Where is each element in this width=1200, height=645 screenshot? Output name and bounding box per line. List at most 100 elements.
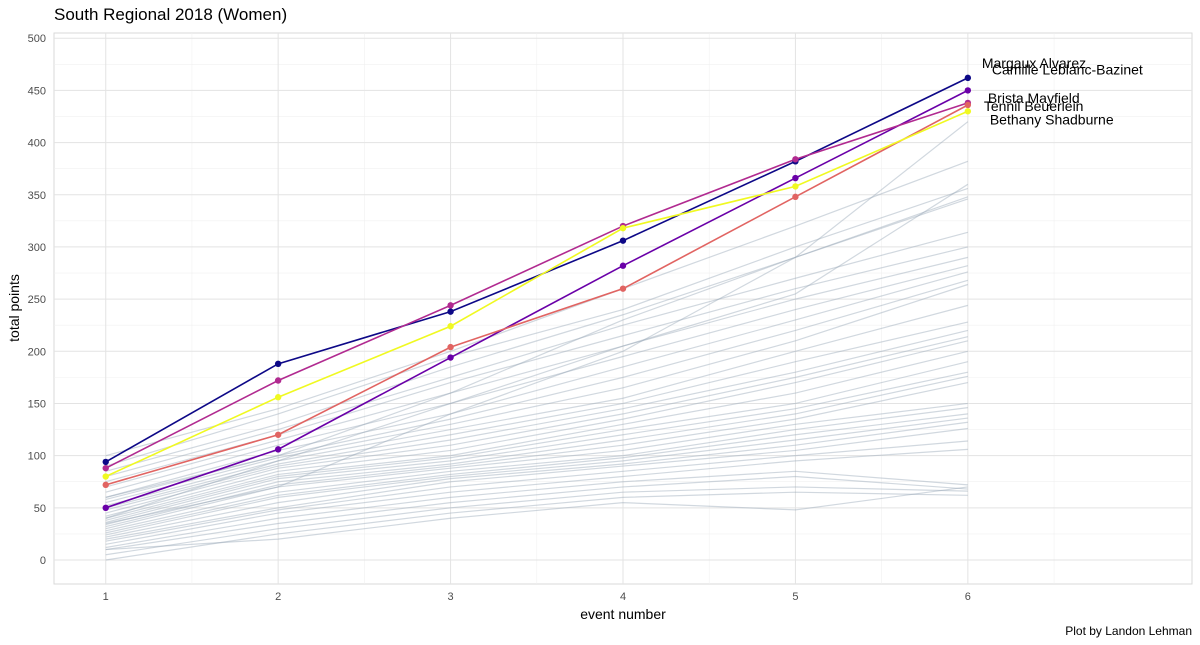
background-series-line	[105, 183, 969, 519]
x-axis-label: event number	[580, 606, 666, 622]
series-point	[792, 193, 799, 201]
background-series-line	[105, 486, 968, 556]
series-name-label: Brista Mayfield	[988, 90, 1080, 106]
x-tick-label: 6	[965, 591, 971, 603]
series-point	[447, 302, 454, 309]
series-point	[447, 308, 454, 315]
series-line	[105, 110, 969, 478]
series-point	[274, 446, 282, 453]
y-tick-label: 150	[28, 398, 46, 410]
background-series-line	[105, 413, 968, 534]
background-series-line	[105, 470, 968, 549]
y-tick-label: 400	[28, 138, 46, 150]
background-series-line	[105, 321, 968, 509]
background-series-line	[105, 486, 968, 551]
series-point	[792, 174, 799, 182]
background-series-line	[105, 427, 968, 540]
background-series-line	[105, 329, 968, 511]
background-series-line	[105, 407, 968, 532]
series-line	[105, 102, 969, 469]
background-series-line	[105, 283, 969, 504]
background-series-line	[105, 304, 969, 507]
background-series-line	[105, 421, 968, 538]
series-line	[105, 77, 969, 463]
background-series-line	[105, 198, 969, 472]
series-point	[447, 323, 454, 330]
x-tick-label: 3	[448, 591, 454, 603]
series-point	[792, 156, 799, 163]
background-series-line	[105, 265, 968, 493]
background-series-line	[105, 121, 969, 498]
y-tick-label: 100	[28, 451, 46, 463]
series-point	[964, 108, 972, 115]
background-series-line	[105, 271, 969, 498]
series-name-label: Tennil Beuerlein	[984, 98, 1084, 114]
series-point	[274, 431, 282, 438]
highlighted-series-lines	[105, 77, 969, 509]
y-tick-label: 0	[40, 555, 46, 567]
series-point	[964, 74, 972, 82]
background-series-line	[105, 382, 968, 528]
series-point	[102, 504, 109, 512]
background-series-line	[105, 361, 968, 521]
background-series-line	[105, 279, 969, 501]
background-series-line	[105, 187, 969, 467]
background-series-line	[105, 402, 968, 530]
y-axis-label: total points	[6, 274, 22, 342]
y-tick-label: 500	[28, 33, 46, 45]
background-series-line	[105, 375, 968, 526]
series-point	[102, 458, 109, 466]
background-series-line	[105, 371, 968, 524]
background-series-lines	[105, 121, 969, 561]
y-axis-ticks: 0 50 100 150 200 250 300 350 400 450 500	[28, 33, 46, 567]
highlighted-series-points	[102, 74, 972, 512]
series-point	[102, 473, 109, 480]
series-point	[102, 481, 109, 489]
x-tick-label: 2	[275, 591, 281, 603]
series-point	[619, 285, 627, 292]
background-series-line	[105, 448, 968, 545]
background-series-line	[105, 160, 969, 457]
background-series-line	[105, 336, 968, 514]
background-series-line	[105, 475, 968, 551]
series-point	[619, 262, 627, 269]
x-tick-label: 5	[792, 591, 798, 603]
series-point	[964, 87, 972, 94]
background-series-line	[105, 440, 968, 542]
series-point	[619, 224, 627, 232]
series-point	[792, 183, 799, 190]
series-point	[102, 464, 109, 472]
background-series-line	[105, 256, 968, 488]
major-grid	[54, 33, 1192, 584]
background-series-line	[105, 340, 968, 517]
background-series-line	[105, 350, 968, 519]
background-series-line	[105, 196, 969, 525]
x-axis-ticks: 1 2 3 4 5 6	[103, 591, 971, 603]
y-tick-label: 350	[28, 190, 46, 202]
y-tick-label: 200	[28, 346, 46, 358]
y-tick-label: 300	[28, 242, 46, 254]
y-tick-label: 250	[28, 294, 46, 306]
y-tick-label: 50	[34, 503, 46, 515]
series-point	[964, 101, 972, 109]
series-point	[619, 237, 627, 244]
background-series-line	[105, 491, 968, 561]
chart-caption: Plot by Landon Lehman	[1065, 624, 1192, 638]
series-point	[447, 354, 454, 361]
y-tick-label: 450	[28, 85, 46, 97]
chart-title: South Regional 2018 (Women)	[54, 5, 287, 24]
series-name-label: Margaux Alvarez	[982, 55, 1086, 71]
x-tick-label: 1	[103, 591, 109, 603]
background-series-line	[105, 417, 968, 536]
series-line	[105, 104, 969, 486]
series-name-label: Bethany Shadburne	[990, 111, 1114, 127]
series-name-label: Camille Leblanc-Bazinet	[992, 61, 1143, 77]
series-point	[447, 343, 454, 351]
background-series-line	[105, 231, 969, 478]
series-point	[274, 377, 282, 384]
series-point	[274, 360, 282, 368]
series-point	[274, 394, 282, 401]
series-line	[105, 89, 969, 509]
